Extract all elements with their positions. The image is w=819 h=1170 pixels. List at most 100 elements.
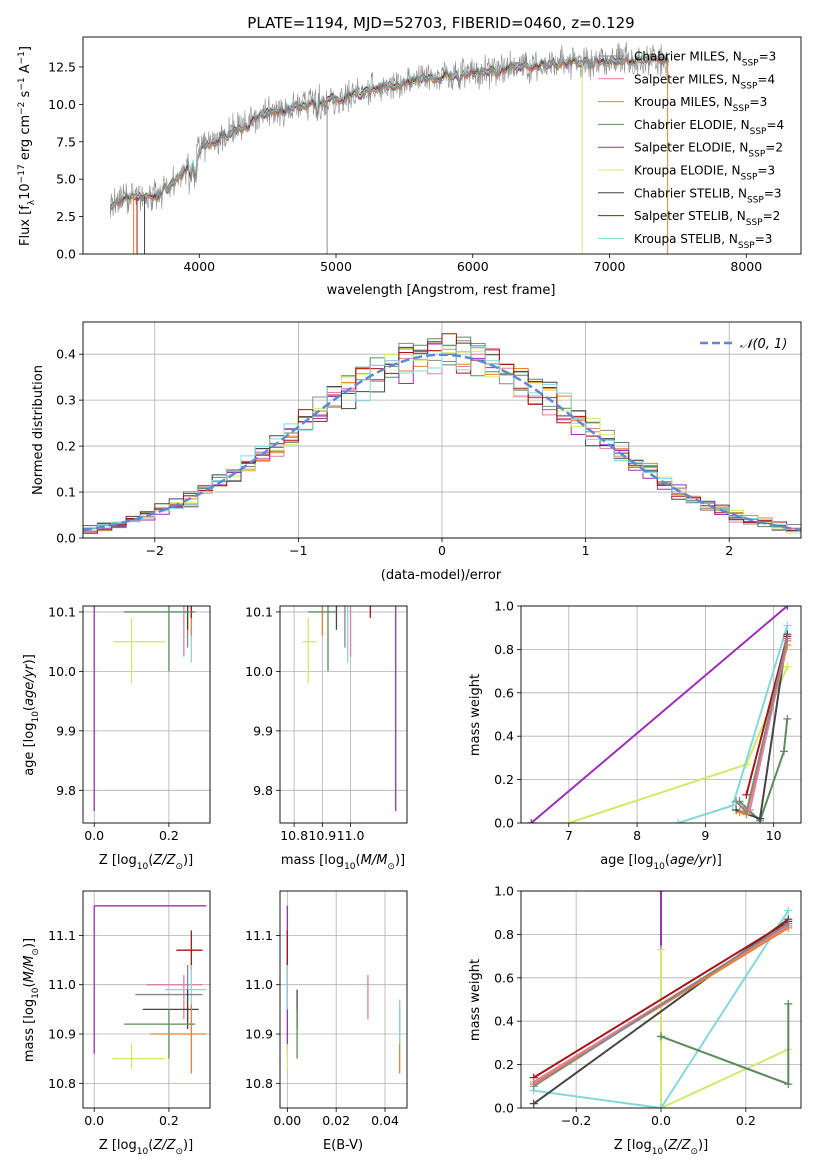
errorbar-point-1 [93,606,95,812]
normal-curve [83,353,801,532]
errorbar-point-7 [369,606,371,618]
weight-marker [732,797,741,806]
y-tick-label: 1.0 [494,599,514,614]
weight-marker [742,790,751,799]
y-tick-label: 0.2 [494,1057,514,1072]
x-axis-label: mass [log10(M/M⊙)] [281,853,405,872]
legend-label-6: Kroupa ELODIE, NSSP=3 [634,164,775,183]
plot-residuals: −2 −1 0 1 2 0.0 0.1 0.2 0.3 0.4 𝒩(0, 1) (data-model… [31,321,802,583]
weight-marker [732,805,741,814]
y-tick-label: 0.4 [494,1014,514,1029]
legend-label-5: Salpeter ELODIE, NSSP=2 [634,141,783,160]
model-line-8 [109,52,669,210]
weight-marker [564,819,573,823]
weight-line-6 [745,636,789,796]
y-axis-label: Normed distribution [31,365,46,495]
legend-label-4: Chabrier ELODIE, NSSP=4 [634,118,784,137]
y-axis-label: mass weight [468,674,483,756]
weight-marker [756,814,765,823]
weight-marker [728,801,737,810]
errorbar-point-6 [142,989,199,1030]
plot-area [529,891,793,1108]
x-tick-label: 0.0 [651,1113,671,1128]
x-tick-label: 0.2 [159,828,179,843]
x-tick-label: −1 [289,543,307,558]
errorbar-point-3 [349,606,352,657]
y-tick-label: 10.9 [245,1027,273,1042]
errorbar-point-8 [124,606,196,672]
y-tick-label: 0.2 [56,439,76,454]
legend-label: 𝒩(0, 1) [740,337,787,352]
x-tick-label: 0 [438,543,446,558]
y-tick-label: 9.9 [253,723,273,738]
y-tick-label: 0.3 [56,393,76,408]
legend-label-3: Kroupa MILES, NSSP=3 [634,95,767,114]
plot-mass_vs_Z: 0.0 0.2 10.8 10.9 11.0 11.1 Z [log10(Z/Z⊙)] mas… [22,890,211,1157]
weight-line-6 [533,920,789,1079]
legend-label-9: Kroupa STELIB, NSSP=3 [634,232,772,251]
y-tick-label: 10.0 [48,664,76,679]
y-tick-label: 0.4 [494,729,514,744]
weight-line-2 [660,949,789,1108]
axes-frame [279,605,408,824]
y-tick-label: 9.9 [56,723,76,738]
plot-area [93,606,196,812]
model-line-7 [109,53,669,209]
weight-marker [783,714,792,723]
weight-marker [735,808,744,817]
axes-frame [82,321,802,539]
weight-marker [529,1082,538,1091]
y-tick-label: 0.0 [494,1101,514,1116]
y-tick-label: 11.0 [48,977,76,992]
y-axis-label: Flux [fλ10−17 erg cm−2 s−1 A−1] [17,46,37,246]
x-tick-label: 0.2 [159,1113,179,1128]
plot-area [109,41,669,254]
y-tick-label: 11.1 [245,928,273,943]
y-tick-label: 10.1 [245,604,273,619]
y-tick-label: 0.8 [494,642,514,657]
axes-frame [82,605,211,824]
y-tick-label: 11.0 [245,977,273,992]
model-line-5 [109,54,669,211]
x-tick-label: 0.0 [84,828,104,843]
x-axis-label: Z [log10(Z/Z⊙)] [614,1138,708,1157]
x-axis-label: Z [log10(Z/Z⊙)] [99,1138,193,1157]
y-tick-label: 0.6 [494,970,514,985]
legend: Chabrier MILES, NSSP=3 Salpeter MILES, NS… [598,50,784,251]
y-tick-label: 7.5 [56,134,76,149]
y-axis-label: mass weight [468,959,483,1041]
x-tick-label: 7 [565,828,573,843]
y-tick-label: 0.2 [494,772,514,787]
plot-area [302,606,397,812]
weight-line-3 [533,909,790,1108]
weight-marker [784,1080,793,1089]
weight-line-9 [533,922,789,1088]
x-tick-label: 8000 [730,259,762,274]
x-tick-label: 8 [633,828,641,843]
axes-frame [82,36,802,255]
errorbar-point-2 [344,606,346,648]
x-tick-label: 2 [725,543,733,558]
errorbar-point-9 [302,617,317,684]
x-axis-label: (data-model)/error [381,568,502,583]
y-tick-label: 2.5 [56,209,76,224]
errorbar-point-8 [150,1004,207,1074]
x-tick-label: 7000 [594,259,626,274]
data-spectrum [110,41,669,219]
errorbar-point-6 [186,606,189,630]
weight-marker [674,819,683,823]
plot-area [83,333,801,534]
weight-marker [779,747,788,756]
y-tick-label: 0.0 [494,816,514,831]
y-tick-label: 12.5 [48,59,76,74]
model-line-6 [109,53,669,209]
weight-marker [783,634,792,643]
y-tick-label: 9.8 [253,783,273,798]
y-tick-label: 0.0 [56,531,76,546]
x-tick-label: 0.04 [371,1113,399,1128]
y-tick-label: 0.0 [56,247,76,262]
errorbar-point-4 [165,964,207,1010]
x-tick-label: 9 [701,828,709,843]
axes-frame [279,890,408,1109]
